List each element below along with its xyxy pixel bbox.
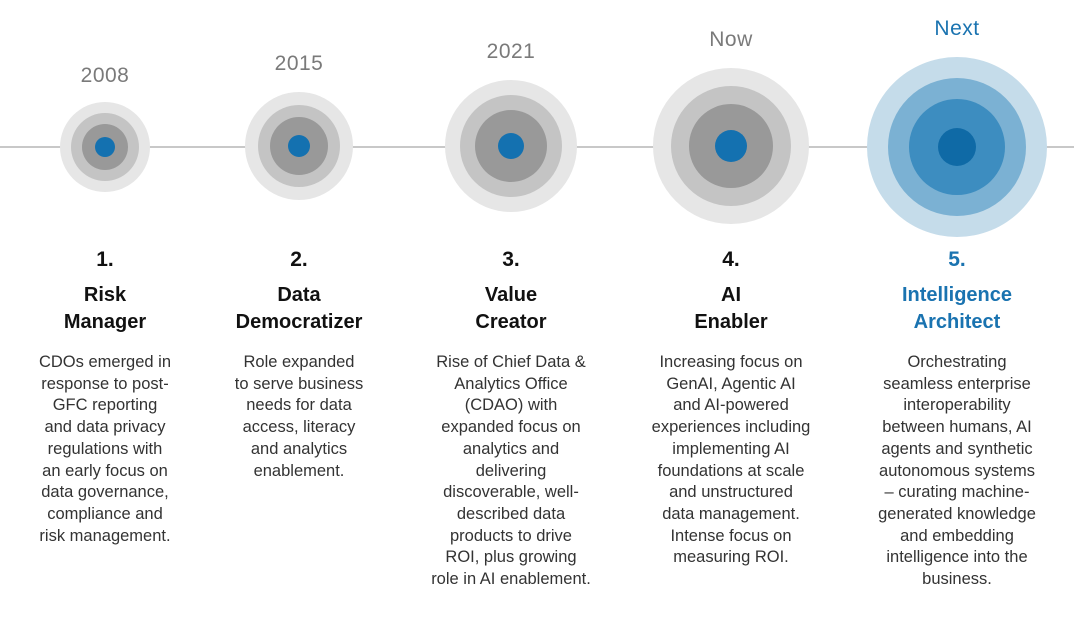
desc-line: role in AI enablement. [431,570,591,589]
desc-line: Role expanded [243,353,355,371]
stage-title-line1: Value [484,284,538,306]
stage-number: 5. [948,248,966,271]
stage-intelligence-architect: Next 5. Intelligence Architect Orchestra… [857,0,1057,631]
stage-data-democratizer: 2015 2. Data Democratizer Role expanded … [199,0,399,631]
desc-line: foundations at scale [657,461,805,480]
desc-line: discoverable, well- [443,483,579,502]
desc-line: regulations with [47,439,163,458]
desc-line: products to drive [450,526,572,545]
stage-ai-enabler: Now 4. AI Enabler Increasing focus on Ge… [631,0,831,631]
desc-line: enablement. [253,461,345,480]
stage-risk-manager: 2008 1. Risk Manager CDOs emerged in res… [5,0,205,631]
desc-line: delivering [475,461,547,480]
stage-description: Rise of Chief Data & Analytics Office (C… [411,352,611,591]
desc-line: compliance and [47,504,163,523]
desc-line: to serve business [234,374,364,393]
desc-line: and embedding [900,526,1014,545]
stage-title: Data Democratizer [199,282,399,336]
desc-line: intelligence into the [886,548,1028,567]
stage-description: CDOs emerged in response to post- GFC re… [5,352,205,547]
stage-title: Value Creator [411,282,611,336]
stage-title-line1: Risk [83,284,127,306]
stage-title-line1: AI [721,284,741,306]
desc-line: response to post- [41,374,169,393]
stage-description: Increasing focus on GenAI, Agentic AI an… [631,352,831,569]
desc-line: measuring ROI. [673,548,789,567]
stage-number: 1. [96,248,114,271]
stage-target-icon [60,102,150,192]
stage-title-line2: Democratizer [235,311,363,333]
stage-year: Next [934,17,980,40]
desc-line: analytics and [462,439,560,458]
desc-line: implementing AI [672,439,790,458]
desc-line: GFC reporting [52,396,158,415]
desc-line: Orchestrating [907,353,1007,371]
desc-line: Rise of Chief Data & [436,353,586,371]
desc-line: access, literacy [242,418,356,437]
stage-description: Role expanded to serve business needs fo… [199,352,399,482]
desc-line: Analytics Office [454,374,568,393]
desc-line: GenAI, Agentic AI [666,374,796,393]
desc-line: and analytics [250,439,348,458]
desc-line: agents and synthetic [881,439,1033,458]
desc-line: and AI-powered [673,396,789,415]
stage-year: Now [709,28,753,51]
desc-line: generated knowledge [878,504,1036,523]
desc-line: risk management. [39,526,171,545]
desc-line: seamless enterprise [883,374,1031,393]
stage-title: Risk Manager [5,282,205,336]
stage-target-icon [445,80,577,212]
desc-line: Increasing focus on [659,353,803,371]
stage-description: Orchestrating seamless enterprise intero… [857,352,1057,591]
desc-line: Intense focus on [670,526,792,545]
stage-title-line2: Creator [475,311,547,333]
desc-line: data management. [662,504,800,523]
desc-line: experiences including [651,418,811,437]
desc-line: described data [456,504,566,523]
stage-number: 2. [290,248,308,271]
stage-target-icon [245,92,353,200]
desc-line: data governance, [41,483,169,502]
stage-title-line2: Manager [63,311,147,333]
stage-year: 2015 [274,52,324,75]
desc-line: between humans, AI [882,418,1032,437]
desc-line: expanded focus on [441,418,581,437]
desc-line: an early focus on [42,461,168,480]
stage-title-line1: Intelligence [901,284,1013,306]
desc-line: business. [922,570,992,589]
stage-number: 4. [722,248,740,271]
desc-line: autonomous systems [879,461,1035,480]
stage-number: 3. [502,248,520,271]
desc-line: interoperability [903,396,1011,415]
desc-line: (CDAO) with [464,396,558,415]
stage-title-line1: Data [277,284,321,306]
desc-line: ROI, plus growing [445,548,577,567]
stage-year: 2008 [80,64,130,87]
stage-year: 2021 [486,40,536,63]
desc-line: CDOs emerged in [38,353,172,371]
stage-target-icon [867,57,1047,237]
stage-title-line2: Architect [913,311,1001,333]
stage-title: Intelligence Architect [857,282,1057,336]
desc-line: and data privacy [44,418,166,437]
stage-target-icon [653,68,809,224]
desc-line: and unstructured [669,483,793,502]
stage-value-creator: 2021 3. Value Creator Rise of Chief Data… [411,0,611,631]
desc-line: needs for data [246,396,352,415]
stage-title: AI Enabler [631,282,831,336]
desc-line: – curating machine- [884,483,1030,502]
stage-title-line2: Enabler [694,311,768,333]
